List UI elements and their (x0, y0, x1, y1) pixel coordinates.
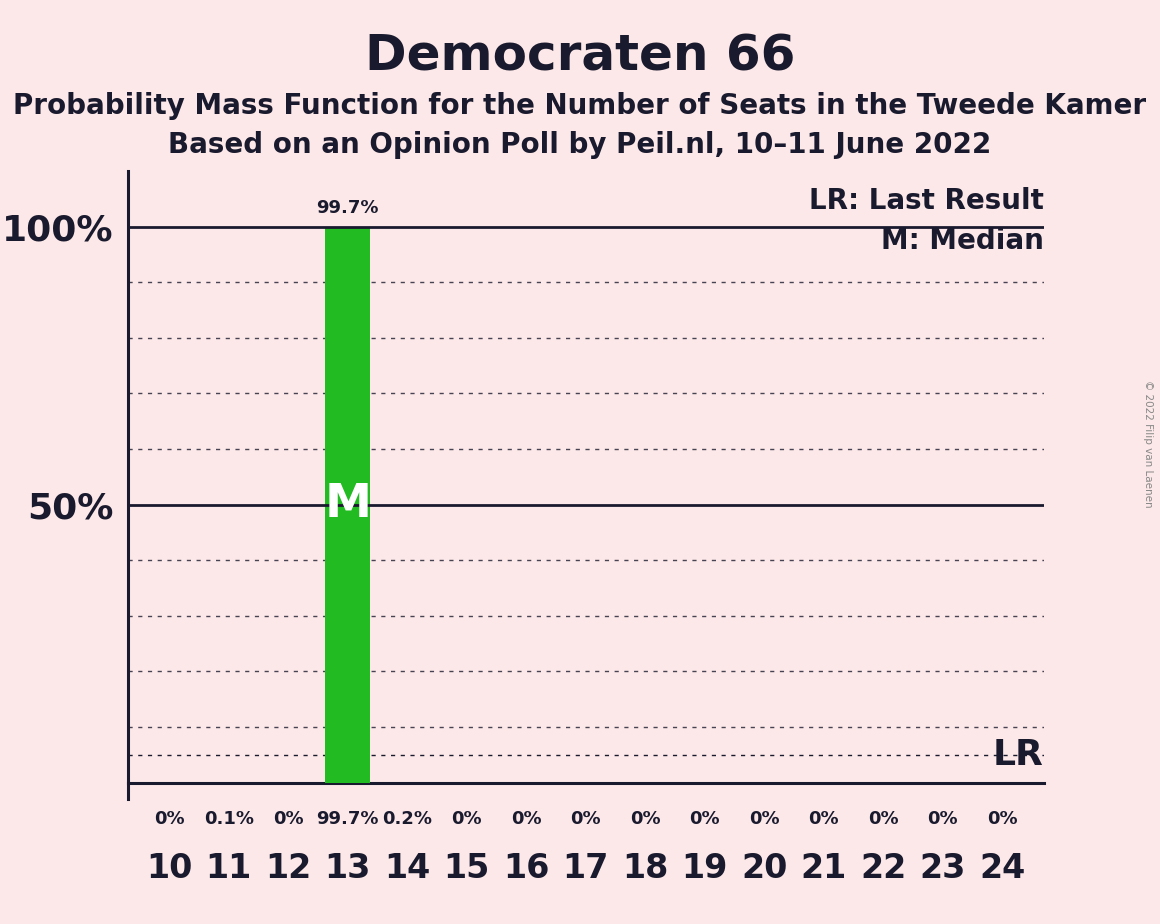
Text: 0%: 0% (154, 810, 184, 828)
Text: M: M (325, 482, 371, 527)
Text: 19: 19 (682, 852, 728, 885)
Text: LR: LR (993, 737, 1044, 772)
Text: Based on an Opinion Poll by Peil.nl, 10–11 June 2022: Based on an Opinion Poll by Peil.nl, 10–… (168, 131, 992, 159)
Text: 0%: 0% (809, 810, 839, 828)
Text: 16: 16 (503, 852, 550, 885)
Text: 10: 10 (146, 852, 193, 885)
Text: 0%: 0% (749, 810, 780, 828)
Text: 99.7%: 99.7% (317, 199, 379, 217)
Text: 0%: 0% (512, 810, 542, 828)
Text: 0.2%: 0.2% (383, 810, 433, 828)
Text: M: Median: M: Median (882, 226, 1044, 254)
Text: 0.1%: 0.1% (204, 810, 254, 828)
Text: © 2022 Filip van Laenen: © 2022 Filip van Laenen (1144, 380, 1153, 507)
Text: 99.7%: 99.7% (317, 810, 379, 828)
Text: Democraten 66: Democraten 66 (364, 32, 796, 80)
Text: 17: 17 (563, 852, 609, 885)
Text: 11: 11 (205, 852, 252, 885)
Text: 23: 23 (920, 852, 966, 885)
Text: 15: 15 (443, 852, 490, 885)
Text: 12: 12 (266, 852, 311, 885)
Text: 24: 24 (979, 852, 1025, 885)
Text: 21: 21 (800, 852, 847, 885)
Text: 0%: 0% (630, 810, 660, 828)
Text: 0%: 0% (571, 810, 601, 828)
Text: 0%: 0% (868, 810, 899, 828)
Text: 0%: 0% (987, 810, 1017, 828)
Text: 0%: 0% (689, 810, 720, 828)
Text: LR: Last Result: LR: Last Result (810, 188, 1044, 215)
Text: 13: 13 (325, 852, 371, 885)
Text: 20: 20 (741, 852, 788, 885)
Text: 22: 22 (861, 852, 906, 885)
Text: 0%: 0% (451, 810, 483, 828)
Text: 0%: 0% (273, 810, 304, 828)
Text: Probability Mass Function for the Number of Seats in the Tweede Kamer: Probability Mass Function for the Number… (14, 92, 1146, 120)
Text: 0%: 0% (928, 810, 958, 828)
Text: 18: 18 (622, 852, 668, 885)
Text: 14: 14 (384, 852, 430, 885)
Bar (326, 228, 370, 783)
